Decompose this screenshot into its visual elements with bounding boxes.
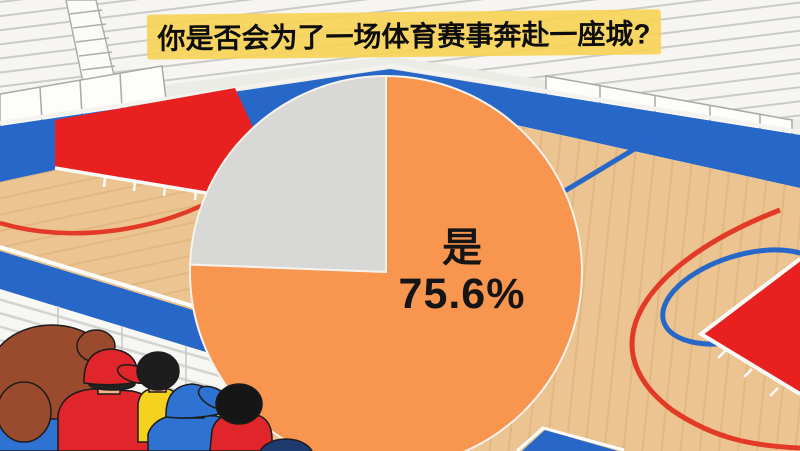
crowd	[0, 324, 313, 451]
center-line	[561, 136, 653, 195]
near-apron-right	[522, 430, 618, 451]
near-side-right	[516, 426, 625, 451]
right-three-point-arc	[629, 207, 800, 451]
spectator-navy-cap	[259, 438, 313, 451]
left-key	[55, 88, 262, 196]
page-title: 你是否会为了一场体育赛事奔赴一座城?	[157, 17, 651, 55]
pie-slice-no	[189, 74, 387, 274]
spectator-red-shirt	[209, 383, 273, 451]
near-apron-left	[0, 251, 232, 362]
left-three-point-arc	[0, 191, 228, 236]
right-key	[701, 259, 800, 394]
court-markings-right	[561, 136, 800, 451]
title-banner: 你是否会为了一场体育赛事奔赴一座城?	[146, 9, 662, 60]
